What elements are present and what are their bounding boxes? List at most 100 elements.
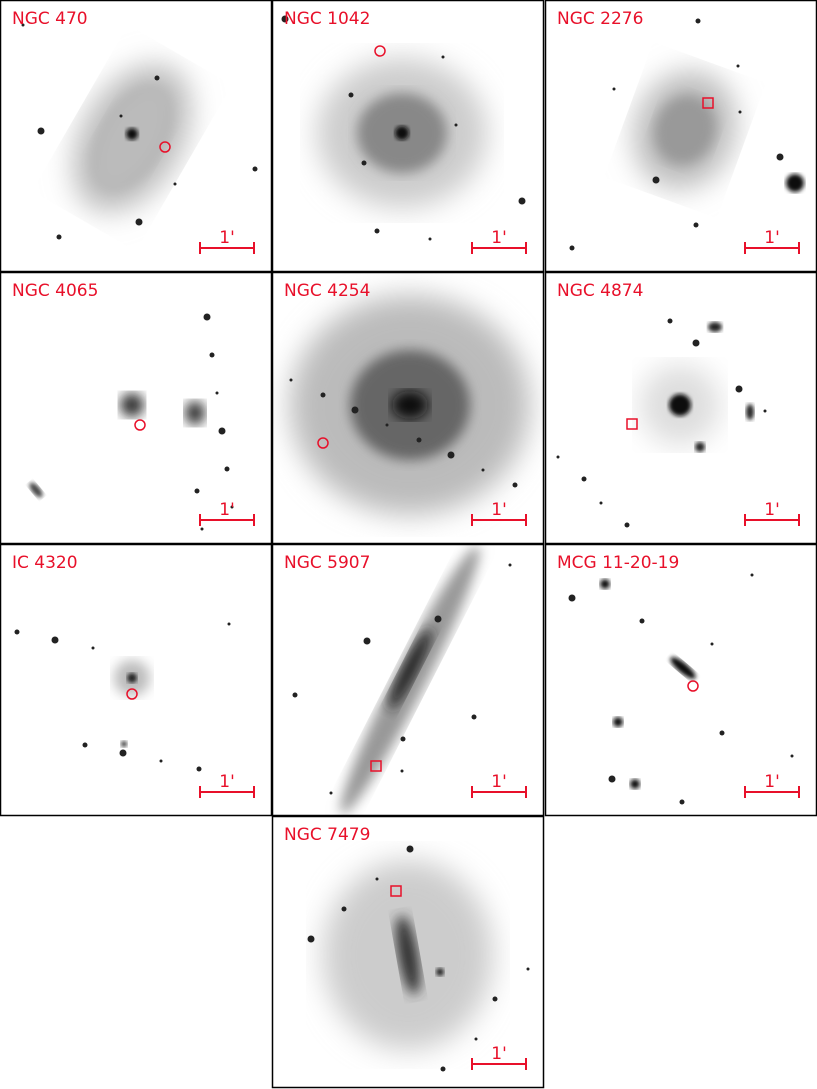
scale-bar [744,514,800,526]
star [200,527,204,531]
panel-border [0,0,273,273]
galaxy-image [292,546,512,814]
star [320,392,326,398]
panel: NGC 4874 1' [544,271,817,545]
star [735,385,743,393]
star [492,996,498,1002]
star [416,437,422,443]
star [37,127,45,135]
star [173,182,177,186]
star [624,522,630,528]
star [361,160,367,166]
position-marker [687,680,699,692]
star [21,23,25,27]
scale-bar [471,514,527,526]
panel: IC 4320 1' [0,543,273,817]
panel: NGC 4254 1' [271,271,545,545]
scale-bar [471,1058,527,1070]
star [639,618,645,624]
scale-label: 1' [491,500,507,520]
star [581,476,587,482]
galaxy [120,393,144,417]
star [363,637,371,645]
galaxy [121,741,127,747]
scale-label: 1' [219,500,235,520]
galaxy [695,442,705,452]
star [341,906,347,912]
star [292,692,298,698]
star [738,110,742,114]
star [227,622,231,626]
galaxy-name: NGC 4065 [12,281,98,301]
galaxy [126,128,138,140]
panel-border [271,543,545,817]
star [526,967,530,971]
position-marker [159,141,171,153]
scale-label: 1' [764,772,780,792]
star [374,228,380,234]
galaxy-name: IC 4320 [12,553,78,573]
scale-label: 1' [491,1044,507,1064]
star [776,153,784,161]
galaxy [127,673,137,683]
star [481,468,485,472]
galaxy [392,391,428,419]
galaxy-image [14,622,231,772]
galaxy [786,174,804,192]
star [91,646,95,650]
star [608,775,616,783]
panel-border [0,543,273,817]
star [599,501,603,505]
star [218,427,226,435]
position-marker [626,418,638,430]
star [763,409,767,413]
galaxy [395,126,409,140]
star [512,482,518,488]
galaxy-name: NGC 4874 [557,281,643,301]
scale-label: 1' [764,500,780,520]
galaxy-name: NGC 2276 [557,9,643,29]
star [474,1037,478,1041]
position-marker [317,437,329,449]
star [135,218,143,226]
star [400,736,406,742]
scale-bar [744,242,800,254]
galaxy-image [307,845,530,1072]
star [51,636,59,644]
star [736,64,740,68]
galaxy [29,482,43,498]
scale-bar [199,242,255,254]
star [569,245,575,251]
star [307,935,315,943]
scale-label: 1' [491,772,507,792]
star [518,197,526,205]
star [652,176,660,184]
star [556,455,560,459]
star [568,594,576,602]
star [14,629,20,635]
panel: NGC 7479 1' [271,815,545,1089]
star [194,488,200,494]
star [351,406,359,414]
galaxy-image [569,18,804,251]
star [719,730,725,736]
star [667,318,673,324]
galaxy [388,628,432,710]
scale-label: 1' [219,772,235,792]
scale-label: 1' [491,228,507,248]
star [710,642,714,646]
position-marker [702,97,714,109]
position-marker [390,885,402,897]
galaxy [669,394,691,416]
star [56,234,62,240]
scale-bar [199,514,255,526]
panel-border [271,0,545,273]
star [348,92,354,98]
star [203,313,211,321]
star [375,877,379,881]
galaxy [436,968,444,976]
star [224,466,230,472]
galaxy [395,915,421,995]
galaxy [600,579,610,589]
panel: NGC 470 1' [0,0,273,273]
